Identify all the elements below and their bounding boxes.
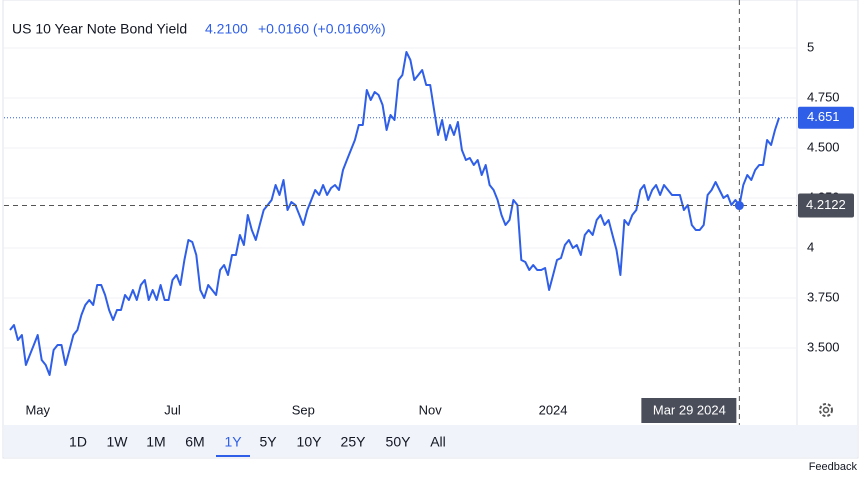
last-value-label: 4.651	[807, 109, 840, 124]
chart-frame	[2, 0, 859, 459]
y-tick-label: 4.500	[807, 139, 840, 154]
x-tick-label: May	[25, 402, 50, 417]
feedback-link[interactable]: Feedback	[809, 461, 858, 473]
range-button[interactable]: 5Y	[259, 434, 277, 450]
range-button[interactable]: 1Y	[224, 434, 242, 450]
price: 4.2100	[205, 21, 248, 37]
range-button[interactable]: 10Y	[297, 434, 323, 450]
range-button[interactable]: 25Y	[341, 434, 367, 450]
x-tick-label: Jul	[164, 402, 181, 417]
chart-title: US 10 Year Note Bond Yield	[12, 21, 187, 37]
crosshair-value-box	[798, 193, 854, 218]
range-button[interactable]: 50Y	[386, 434, 412, 450]
y-tick-label: 4.750	[807, 89, 840, 104]
crosshair-value-label: 4.2122	[806, 197, 846, 212]
y-tick-label: 4	[807, 239, 814, 254]
range-button[interactable]: 1D	[69, 434, 87, 450]
change: +0.0160 (+0.0160%)	[258, 21, 386, 37]
last-value-box	[798, 106, 854, 129]
x-tick-label: Sep	[292, 402, 315, 417]
range-button[interactable]: All	[430, 434, 446, 450]
toolbar	[4, 425, 857, 457]
crosshair-date-box	[641, 398, 737, 423]
data-line	[9, 51, 780, 376]
y-tick-label: 5	[807, 39, 814, 54]
settings-icon[interactable]	[819, 403, 833, 417]
y-tick-label: 3.750	[807, 289, 840, 304]
range-button[interactable]: 1W	[107, 434, 129, 450]
crosshair-point	[734, 201, 744, 211]
x-tick-label: 2024	[539, 402, 568, 417]
range-button[interactable]: 1M	[146, 434, 165, 450]
range-button[interactable]: 6M	[185, 434, 204, 450]
y-tick-label: 3.500	[807, 339, 840, 354]
x-tick-label: Nov	[419, 402, 443, 417]
crosshair-date-label: Mar 29 2024	[653, 402, 726, 417]
